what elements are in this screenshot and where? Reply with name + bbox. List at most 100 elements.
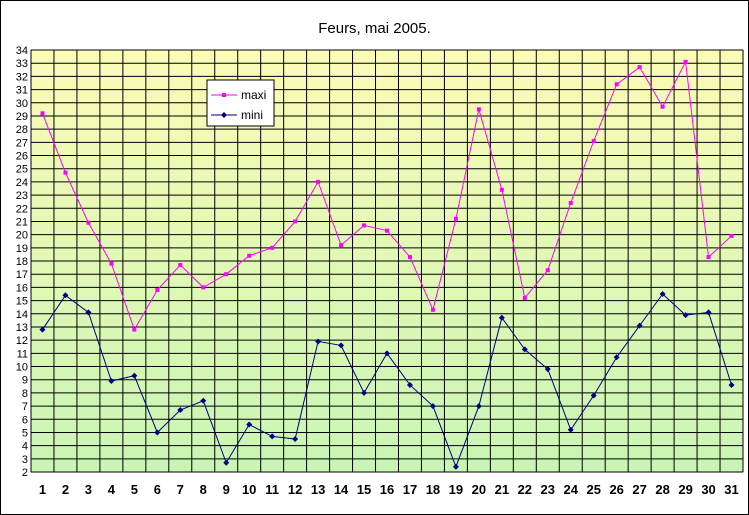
y-tick-label: 7 [22, 401, 28, 413]
x-tick-label: 24 [564, 482, 579, 497]
y-tick-label: 4 [22, 441, 28, 453]
x-tick-label: 15 [357, 482, 371, 497]
data-point-mini [429, 403, 436, 410]
x-tick-label: 16 [380, 482, 394, 497]
y-tick-label: 6 [22, 414, 28, 426]
y-tick-label: 13 [16, 322, 28, 334]
y-tick-label: 27 [16, 137, 28, 149]
y-tick-label: 29 [16, 111, 28, 123]
y-tick-label: 9 [22, 375, 28, 387]
data-point-maxi [293, 219, 298, 224]
data-point-maxi [385, 228, 389, 233]
y-tick-label: 5 [22, 427, 28, 439]
x-tick-label: 11 [265, 482, 279, 497]
data-point-maxi [706, 255, 711, 260]
data-point-maxi [453, 216, 458, 221]
legend: maxi mini [206, 79, 275, 127]
y-axis-ticks: 2345678910111213141516171819202122232425… [16, 45, 28, 479]
data-point-mini [659, 290, 666, 297]
data-point-mini [384, 350, 390, 357]
data-point-mini [62, 292, 69, 299]
data-point-mini [154, 429, 161, 436]
x-tick-label: 2 [62, 482, 69, 497]
x-tick-label: 3 [85, 482, 92, 497]
data-point-maxi [729, 233, 734, 238]
data-point-mini [85, 309, 92, 316]
y-tick-label: 31 [16, 85, 28, 97]
y-tick-label: 3 [22, 454, 28, 466]
x-tick-label: 31 [724, 482, 738, 497]
x-tick-label: 5 [131, 482, 138, 497]
y-tick-label: 15 [16, 296, 28, 308]
x-tick-label: 21 [495, 482, 509, 497]
y-tick-label: 30 [16, 98, 28, 110]
data-point-mini [705, 309, 712, 316]
x-tick-label: 27 [632, 482, 646, 497]
data-point-mini [567, 426, 574, 433]
data-point-mini [406, 381, 413, 388]
y-tick-label: 34 [16, 45, 28, 57]
x-tick-label: 19 [449, 482, 463, 497]
y-tick-label: 12 [16, 335, 28, 347]
x-tick-label: 22 [518, 482, 532, 497]
data-point-maxi [155, 288, 160, 293]
data-point-maxi [316, 179, 321, 184]
legend-item-maxi: maxi [211, 88, 266, 102]
y-tick-label: 21 [16, 216, 28, 228]
y-tick-label: 14 [16, 309, 28, 321]
series-layer [39, 59, 735, 470]
data-point-maxi [40, 111, 45, 116]
data-point-maxi [545, 268, 550, 273]
data-point-maxi [109, 261, 114, 266]
data-point-maxi [476, 107, 481, 112]
data-point-mini [590, 392, 597, 399]
x-tick-label: 13 [311, 482, 325, 497]
data-point-maxi [522, 295, 527, 300]
data-point-mini [177, 407, 184, 414]
legend-label-mini: mini [241, 108, 263, 122]
data-point-mini [223, 459, 230, 466]
y-tick-label: 28 [16, 124, 28, 136]
x-tick-label: 1 [39, 482, 46, 497]
data-point-maxi [86, 220, 91, 225]
x-tick-label: 14 [334, 482, 349, 497]
y-tick-label: 2 [22, 467, 28, 479]
x-tick-label: 29 [678, 482, 692, 497]
data-point-maxi [430, 307, 435, 312]
x-tick-label: 25 [586, 482, 600, 497]
data-point-mini [682, 312, 689, 319]
data-point-maxi [683, 59, 688, 64]
legend-item-mini: mini [211, 108, 263, 122]
legend-label-maxi: maxi [241, 88, 266, 102]
y-tick-label: 22 [16, 203, 28, 215]
data-point-mini [338, 342, 345, 349]
data-point-maxi [270, 245, 275, 250]
data-point-mini [544, 366, 551, 373]
y-tick-label: 19 [16, 243, 28, 255]
x-tick-label: 26 [609, 482, 623, 497]
data-point-maxi [247, 253, 252, 258]
data-point-mini [498, 314, 505, 321]
y-tick-label: 23 [16, 190, 28, 202]
data-point-mini [452, 463, 459, 470]
legend-marker-mini [221, 112, 227, 118]
data-point-mini [636, 322, 643, 329]
x-tick-label: 17 [403, 482, 417, 497]
x-tick-label: 28 [655, 482, 669, 497]
series-maxi [40, 59, 734, 332]
data-point-maxi [499, 187, 504, 192]
x-tick-label: 10 [242, 482, 256, 497]
data-point-mini [475, 403, 482, 410]
y-tick-label: 20 [16, 230, 28, 242]
grid-lines [30, 49, 744, 473]
chart-title: Feurs, mai 2005. [318, 20, 431, 37]
data-point-mini [200, 397, 207, 404]
y-tick-label: 33 [16, 58, 28, 70]
data-point-maxi [224, 272, 229, 277]
x-tick-label: 4 [108, 482, 116, 497]
data-point-maxi [178, 262, 183, 267]
y-tick-label: 11 [17, 348, 28, 360]
y-tick-label: 25 [16, 164, 28, 176]
y-tick-label: 32 [16, 71, 28, 83]
